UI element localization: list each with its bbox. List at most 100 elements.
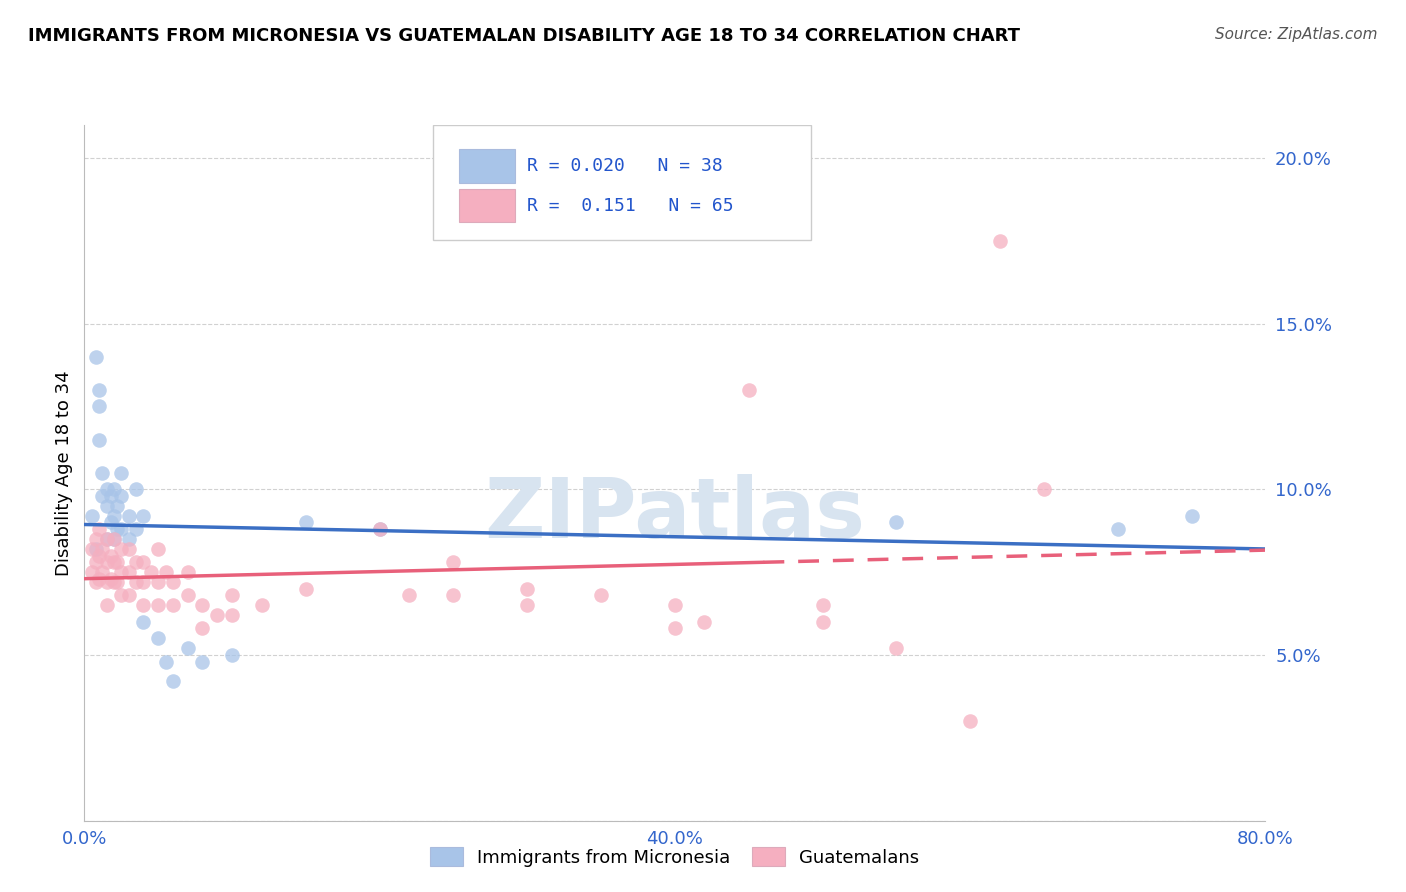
FancyBboxPatch shape xyxy=(433,125,811,240)
Point xyxy=(441,555,464,569)
Point xyxy=(368,522,391,536)
Point xyxy=(148,541,170,556)
Point xyxy=(177,641,200,656)
Point xyxy=(89,400,111,414)
Point xyxy=(125,483,148,497)
Point xyxy=(1032,483,1054,497)
Point xyxy=(96,483,118,497)
Point xyxy=(1181,508,1204,523)
Point xyxy=(148,632,170,646)
Point xyxy=(155,565,177,579)
Point xyxy=(103,575,125,590)
Point xyxy=(738,383,761,397)
Point xyxy=(148,575,170,590)
Point xyxy=(84,350,107,364)
Point xyxy=(80,541,103,556)
Point xyxy=(96,555,118,569)
Point xyxy=(516,582,538,596)
Point xyxy=(80,565,103,579)
Point xyxy=(103,555,125,569)
Point xyxy=(295,582,318,596)
Point xyxy=(139,565,162,579)
Point xyxy=(96,532,118,546)
Y-axis label: Disability Age 18 to 34: Disability Age 18 to 34 xyxy=(55,370,73,575)
Point xyxy=(91,466,114,480)
Point xyxy=(89,433,111,447)
Point xyxy=(84,575,107,590)
Point xyxy=(100,549,122,563)
Point xyxy=(100,516,122,530)
Text: IMMIGRANTS FROM MICRONESIA VS GUATEMALAN DISABILITY AGE 18 TO 34 CORRELATION CHA: IMMIGRANTS FROM MICRONESIA VS GUATEMALAN… xyxy=(28,27,1021,45)
Point xyxy=(96,532,118,546)
Point xyxy=(110,466,132,480)
Point xyxy=(125,555,148,569)
Point xyxy=(811,599,834,613)
Point xyxy=(591,588,613,602)
Text: R = 0.020   N = 38: R = 0.020 N = 38 xyxy=(527,157,723,175)
Point xyxy=(132,615,155,629)
Point xyxy=(132,555,155,569)
Point xyxy=(516,599,538,613)
Point xyxy=(125,575,148,590)
Point xyxy=(132,508,155,523)
Point xyxy=(959,714,981,729)
Point xyxy=(100,489,122,503)
Point xyxy=(664,622,686,636)
Point xyxy=(110,522,132,536)
Point xyxy=(118,588,141,602)
Point xyxy=(221,608,243,623)
Point xyxy=(191,622,214,636)
Point xyxy=(110,489,132,503)
Point xyxy=(105,499,128,513)
Legend: Immigrants from Micronesia, Guatemalans: Immigrants from Micronesia, Guatemalans xyxy=(423,840,927,874)
Point xyxy=(886,516,908,530)
Point xyxy=(96,575,118,590)
Point xyxy=(110,588,132,602)
Point xyxy=(177,565,200,579)
Point xyxy=(1107,522,1129,536)
Point xyxy=(368,522,391,536)
Point xyxy=(162,575,184,590)
Text: Source: ZipAtlas.com: Source: ZipAtlas.com xyxy=(1215,27,1378,42)
Point xyxy=(105,555,128,569)
Point xyxy=(221,588,243,602)
Point xyxy=(103,532,125,546)
Text: R =  0.151   N = 65: R = 0.151 N = 65 xyxy=(527,196,734,215)
Point xyxy=(84,532,107,546)
Point xyxy=(91,489,114,503)
Point xyxy=(91,541,114,556)
Point xyxy=(811,615,834,629)
Point xyxy=(100,572,122,586)
Text: ZIPatlas: ZIPatlas xyxy=(485,474,865,555)
Point xyxy=(110,541,132,556)
Point xyxy=(89,522,111,536)
Point xyxy=(89,549,111,563)
Point xyxy=(132,575,155,590)
Point xyxy=(191,599,214,613)
FancyBboxPatch shape xyxy=(458,149,516,183)
Point xyxy=(96,499,118,513)
Point xyxy=(103,532,125,546)
Point xyxy=(103,508,125,523)
Point xyxy=(84,555,107,569)
Point xyxy=(221,648,243,662)
Point xyxy=(105,575,128,590)
Point xyxy=(398,588,420,602)
Point xyxy=(103,483,125,497)
Point xyxy=(693,615,716,629)
Point xyxy=(162,599,184,613)
Point xyxy=(250,599,273,613)
Point xyxy=(441,588,464,602)
Point xyxy=(89,572,111,586)
Point xyxy=(96,599,118,613)
Point xyxy=(125,522,148,536)
Point xyxy=(80,508,103,523)
Point xyxy=(118,541,141,556)
Point xyxy=(89,383,111,397)
Point xyxy=(91,565,114,579)
Point xyxy=(162,674,184,689)
Point xyxy=(664,599,686,613)
Point xyxy=(155,655,177,669)
Point xyxy=(118,565,141,579)
Point xyxy=(118,508,141,523)
